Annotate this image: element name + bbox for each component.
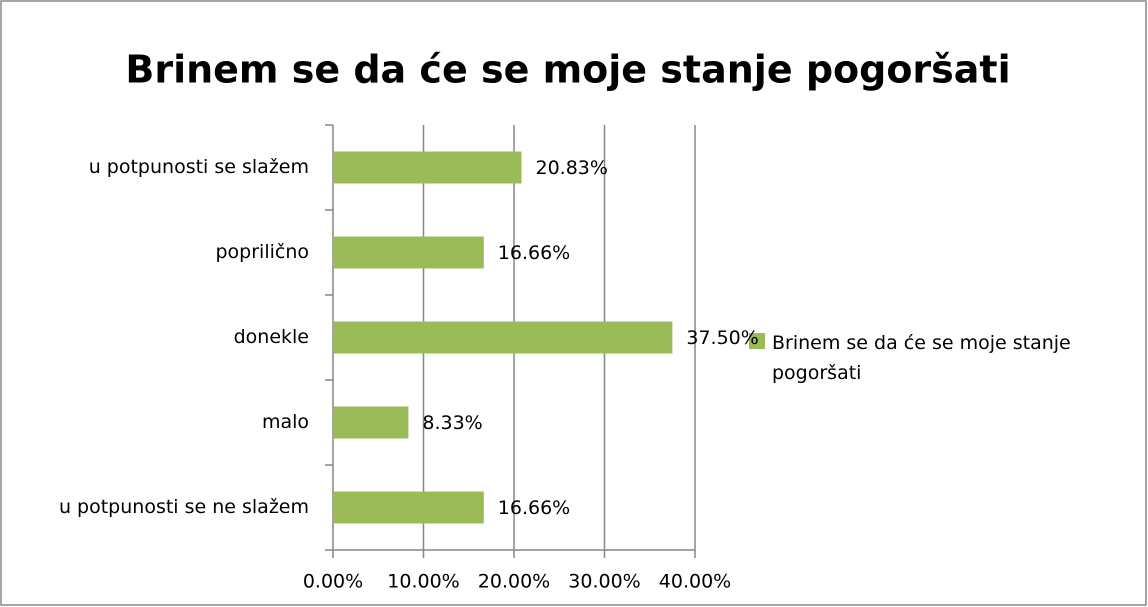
data-label: 20.83%	[536, 157, 608, 179]
data-label: 37.50%	[686, 327, 758, 349]
y-tick-label: u potpunosti se slažem	[89, 156, 309, 178]
x-tick-label: 20.00%	[478, 571, 550, 593]
y-tick-label: donekle	[234, 326, 309, 348]
bar	[333, 406, 409, 439]
legend-label: Brinem se da će se moje stanje pogoršati	[772, 332, 1071, 384]
data-label: 8.33%	[422, 412, 482, 434]
x-tick-label: 0.00%	[303, 571, 363, 593]
legend-swatch	[749, 333, 765, 349]
y-tick-label: poprilično	[215, 241, 309, 263]
data-label: 16.66%	[498, 242, 570, 264]
y-tick-label: malo	[262, 411, 309, 433]
data-label: 16.66%	[498, 497, 570, 519]
bar	[333, 321, 673, 354]
x-tick-label: 30.00%	[568, 571, 640, 593]
bar	[333, 151, 522, 184]
x-tick-label: 10.00%	[387, 571, 459, 593]
bar	[333, 236, 484, 269]
y-tick-label: u potpunosti se ne slažem	[59, 496, 309, 518]
x-tick-label: 40.00%	[659, 571, 731, 593]
chart-title: Brinem se da će se moje stanje pogoršati	[125, 48, 1010, 92]
bar	[333, 491, 484, 524]
